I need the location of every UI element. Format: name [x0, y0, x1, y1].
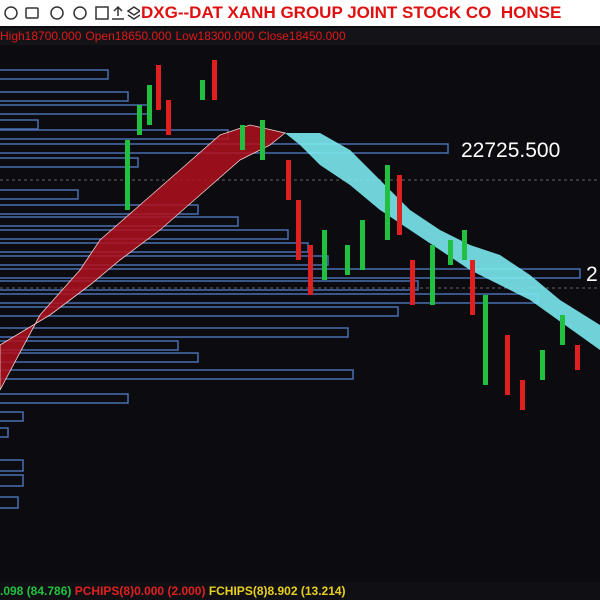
candle	[560, 315, 565, 345]
icon[interactable]	[95, 6, 109, 20]
profile-bar	[0, 352, 199, 363]
profile-bar	[0, 104, 149, 115]
candle	[166, 100, 171, 135]
candle	[575, 345, 580, 370]
icon[interactable]	[50, 6, 64, 20]
candle	[385, 165, 390, 240]
candle	[200, 80, 205, 100]
profile-bar	[0, 189, 79, 200]
profile-bar	[0, 129, 229, 140]
price-chart: 22725.500 2	[0, 60, 600, 509]
profile-bar	[0, 459, 24, 472]
price-label: 22725.500	[461, 139, 560, 162]
profile-bar	[0, 327, 349, 338]
open: Open18650.000	[85, 29, 172, 43]
candle	[308, 245, 313, 295]
profile-bar	[0, 268, 581, 279]
profile-bar	[0, 242, 309, 253]
icon[interactable]	[73, 6, 87, 20]
profile-bar	[0, 91, 129, 102]
profile-bar	[0, 427, 9, 438]
candle	[286, 160, 291, 200]
indicator: PCHIPS(8)0.000 (2.000)	[74, 584, 206, 598]
profile-bar	[0, 280, 419, 291]
profile-bar	[0, 340, 179, 351]
profile-bar	[0, 293, 539, 304]
candle	[212, 60, 217, 100]
high: High18700.000	[0, 29, 82, 43]
profile-bar	[0, 157, 139, 168]
icon[interactable]	[112, 5, 124, 20]
icon[interactable]	[4, 6, 18, 20]
candle	[410, 260, 415, 305]
candle	[147, 85, 152, 125]
icon[interactable]	[25, 7, 39, 19]
profile-bar	[0, 474, 24, 487]
indicator: FCHIPS(8)8.902 (13.214)	[208, 584, 346, 598]
candle	[470, 260, 475, 315]
close: Close18450.000	[258, 29, 346, 43]
candle	[322, 230, 327, 280]
candle	[540, 350, 545, 380]
profile-bar	[0, 69, 109, 80]
ohlc-bar: High18700.000 Open18650.000 Low18300.000 Cl…	[0, 28, 600, 45]
candle	[125, 140, 130, 210]
candle	[137, 105, 142, 135]
candle	[505, 335, 510, 395]
candle	[483, 295, 488, 385]
profile-bar	[0, 393, 129, 404]
ma-band-red	[0, 124, 286, 391]
indicator: .098 (84.786)	[0, 584, 72, 598]
candle	[520, 380, 525, 410]
profile-bar	[0, 255, 329, 266]
candle	[240, 125, 245, 150]
profile-bar	[0, 306, 399, 317]
candle	[345, 245, 350, 275]
candle	[430, 245, 435, 305]
icon[interactable]	[126, 6, 142, 20]
profile-bar	[0, 119, 39, 130]
candle	[296, 200, 301, 260]
ma-band-cyan	[285, 133, 600, 350]
candle	[448, 240, 453, 265]
indicator-bar: .098 (84.786) PCHIPS(8)0.000 (2.000) FCH…	[0, 582, 600, 600]
toolbar-icons	[4, 5, 142, 20]
toolbar: DXG--DAT XANH GROUP JOINT STOCK CO HONSE	[0, 0, 600, 26]
low: Low18300.000	[175, 29, 255, 43]
profile-bar	[0, 369, 354, 380]
candle	[360, 220, 365, 270]
chart-title: DXG--DAT XANH GROUP JOINT STOCK CO HONSE	[141, 3, 562, 22]
profile-bar	[0, 411, 24, 422]
candle	[462, 230, 467, 260]
profile-bar	[0, 204, 199, 215]
profile-bar	[0, 496, 19, 509]
candle	[156, 65, 161, 110]
candles	[125, 60, 580, 410]
candle	[260, 120, 265, 160]
candle	[397, 175, 402, 235]
price-label: 2	[586, 263, 598, 286]
